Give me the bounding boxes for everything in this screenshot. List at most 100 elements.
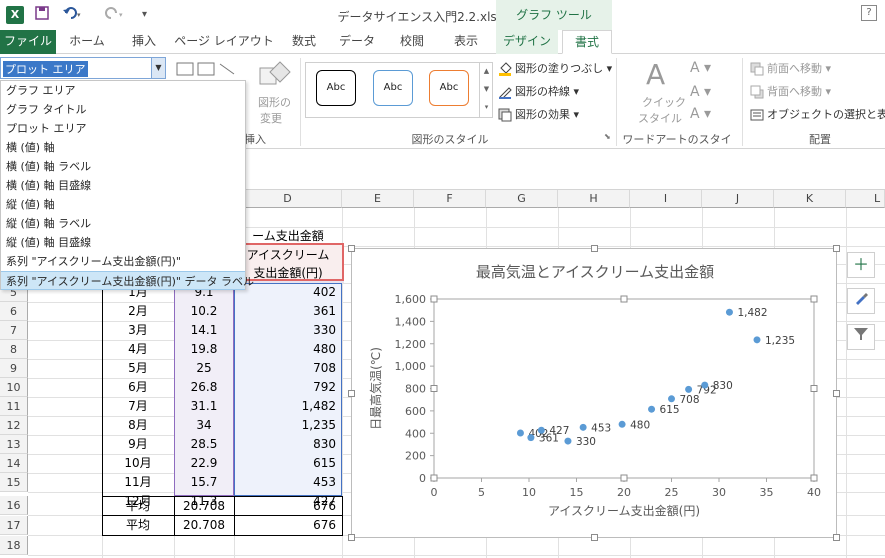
text-effects-icon[interactable]: A ▾: [690, 106, 712, 122]
quick-style-icon[interactable]: A: [646, 58, 666, 91]
dropdown-item[interactable]: グラフ エリア: [6, 84, 76, 97]
shape-fill-button[interactable]: 図形の塗りつぶし ▾: [498, 60, 612, 76]
month-cell[interactable]: 5月: [128, 361, 148, 375]
tab-format[interactable]: 書式: [562, 30, 612, 54]
amount-cell[interactable]: 402: [313, 285, 336, 299]
shape-style-blue[interactable]: Abc: [373, 70, 413, 106]
tab-view[interactable]: 表示: [453, 34, 478, 48]
amount-cell[interactable]: 1,482: [301, 399, 336, 413]
shape-styles-launcher[interactable]: ⬊: [604, 132, 611, 141]
column-header[interactable]: J: [702, 190, 774, 208]
month-cell[interactable]: 4月: [128, 342, 148, 356]
month-cell[interactable]: 3月: [128, 323, 148, 337]
resize-handle[interactable]: [833, 245, 840, 252]
gallery-scroll[interactable]: ▲ ▼ ▾: [479, 62, 493, 118]
amount-cell[interactable]: 453: [313, 475, 336, 489]
avg-amount[interactable]: 676: [313, 518, 336, 532]
resize-handle[interactable]: [348, 390, 355, 397]
column-header[interactable]: L: [846, 190, 885, 208]
month-cell[interactable]: 6月: [128, 380, 148, 394]
row-header[interactable]: 6: [0, 302, 28, 321]
chevron-down-icon[interactable]: ▼: [151, 58, 165, 78]
dropdown-item[interactable]: 横 (値) 軸: [6, 141, 55, 154]
resize-handle[interactable]: [591, 245, 598, 252]
column-header[interactable]: D: [234, 190, 342, 208]
avg-label[interactable]: 平均: [125, 518, 150, 532]
temp-cell[interactable]: 19.8: [190, 342, 218, 356]
column-header[interactable]: H: [558, 190, 630, 208]
shape-outline-button[interactable]: 図形の枠線 ▾: [498, 83, 579, 100]
amount-cell[interactable]: 1,235: [301, 418, 336, 432]
resize-handle[interactable]: [591, 534, 598, 541]
tab-file[interactable]: ファイル: [0, 30, 56, 54]
amount-cell[interactable]: 480: [313, 342, 336, 356]
header-d2[interactable]: 支出金額(円): [253, 266, 323, 280]
row-header[interactable]: 9: [0, 359, 28, 378]
row-header[interactable]: 14: [0, 454, 28, 473]
dropdown-item[interactable]: 横 (値) 軸 目盛線: [6, 179, 92, 192]
row-header[interactable]: 16: [0, 496, 28, 515]
tab-design[interactable]: デザイン: [496, 30, 558, 54]
tab-insert[interactable]: 挿入: [131, 34, 156, 48]
temp-cell[interactable]: 26.8: [190, 380, 218, 394]
temp-cell[interactable]: 31.1: [190, 399, 218, 413]
temp-cell[interactable]: 11.3: [190, 494, 218, 508]
dropdown-item[interactable]: 縦 (値) 軸: [6, 198, 55, 211]
tab-formulas[interactable]: 数式: [291, 34, 316, 48]
undo-icon[interactable]: ▾: [62, 5, 84, 25]
tab-review[interactable]: 校閲: [399, 34, 424, 48]
row-header[interactable]: 18: [0, 536, 28, 555]
amount-cell[interactable]: 830: [313, 437, 336, 451]
resize-handle[interactable]: [348, 245, 355, 252]
customize-qat-icon[interactable]: ▾: [142, 9, 148, 20]
amount-cell[interactable]: 708: [313, 361, 336, 375]
row-header[interactable]: 12: [0, 416, 28, 435]
amount-cell[interactable]: 361: [313, 304, 336, 318]
column-header[interactable]: F: [414, 190, 486, 208]
month-cell[interactable]: 10月: [124, 456, 152, 470]
temp-cell[interactable]: 25: [196, 361, 212, 375]
month-cell[interactable]: 12月: [124, 494, 152, 508]
amount-cell[interactable]: 792: [313, 380, 336, 394]
avg-label[interactable]: 平均: [125, 499, 150, 513]
temp-cell[interactable]: 22.9: [190, 456, 218, 470]
dropdown-item[interactable]: 縦 (値) 軸 目盛線: [6, 236, 92, 249]
dropdown-item[interactable]: 横 (値) 軸 ラベル: [6, 160, 92, 173]
temp-cell[interactable]: 28.5: [190, 437, 218, 451]
temp-cell[interactable]: 10.2: [190, 304, 218, 318]
amount-cell[interactable]: 427: [313, 494, 336, 508]
shape-gallery[interactable]: [176, 62, 246, 79]
tab-home[interactable]: ホーム: [69, 34, 105, 48]
column-header[interactable]: E: [342, 190, 414, 208]
dropdown-item[interactable]: 系列 "アイスクリーム支出金額(円)" データ ラベル: [1, 271, 254, 290]
shape-effects-button[interactable]: 図形の効果 ▾: [498, 106, 579, 122]
row-header[interactable]: 8: [0, 340, 28, 359]
temp-cell[interactable]: 34: [196, 418, 212, 432]
row-header[interactable]: 10: [0, 378, 28, 397]
scatter-chart[interactable]: 最高気温とアイスクリーム支出金額 0 5 10 15 20 25 30 35 40 0 200 400…: [348, 245, 840, 541]
month-cell[interactable]: 9月: [128, 437, 148, 451]
column-header[interactable]: K: [774, 190, 846, 208]
month-cell[interactable]: 2月: [128, 304, 148, 318]
column-header[interactable]: I: [630, 190, 702, 208]
send-backward-button[interactable]: 背面へ移動 ▾: [750, 83, 831, 99]
header-d1[interactable]: アイスクリーム: [246, 248, 330, 262]
temp-cell[interactable]: 14.1: [190, 323, 218, 337]
help-icon[interactable]: ?: [861, 5, 877, 21]
row-header[interactable]: 13: [0, 435, 28, 454]
text-outline-icon[interactable]: A ▾: [690, 84, 712, 100]
row-header[interactable]: 11: [0, 397, 28, 416]
chart-elements-button[interactable]: ＋: [847, 252, 875, 278]
bring-forward-button[interactable]: 前面へ移動 ▾: [750, 60, 831, 76]
tab-page-layout[interactable]: ページ レイアウト: [174, 34, 274, 48]
save-icon[interactable]: [34, 5, 50, 25]
row-header[interactable]: 7: [0, 321, 28, 340]
selection-pane-button[interactable]: オブジェクトの選択と表示: [750, 106, 885, 122]
month-cell[interactable]: 11月: [124, 475, 152, 489]
dropdown-item[interactable]: 縦 (値) 軸 ラベル: [6, 217, 92, 230]
tab-data[interactable]: データ: [338, 34, 375, 48]
dropdown-item[interactable]: 系列 "アイスクリーム支出金額(円)": [6, 255, 181, 268]
chart-title[interactable]: 最高気温とアイスクリーム支出金額: [475, 263, 715, 281]
chart-styles-button[interactable]: [847, 288, 875, 314]
resize-handle[interactable]: [833, 390, 840, 397]
